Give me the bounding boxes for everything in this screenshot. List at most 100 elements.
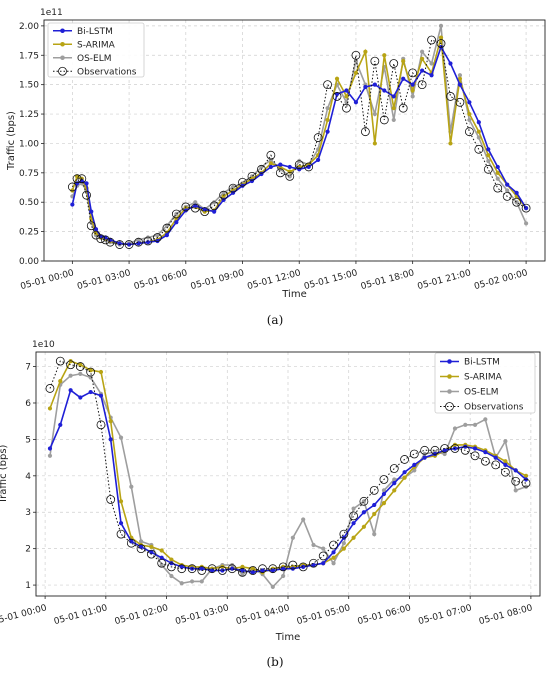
data-point: [483, 450, 488, 455]
data-point: [448, 61, 453, 66]
data-point: [78, 395, 83, 400]
data-point: [491, 460, 501, 470]
data-point: [467, 100, 472, 105]
data-point: [167, 562, 176, 572]
data-point: [472, 422, 478, 427]
data-point: [183, 208, 188, 213]
data-point: [270, 584, 275, 589]
data-point: [467, 111, 472, 117]
chart-panel-a: 0.00 0.25 0.50 0.75 1.00 1.25 1.50 1.75 2.00 05-0…: [6, 8, 546, 300]
data-point: [212, 200, 217, 205]
data-point: [410, 88, 415, 93]
data-point: [281, 566, 286, 571]
data-point: [258, 564, 267, 574]
data-point: [77, 174, 87, 184]
data-point: [505, 182, 510, 187]
data-point: [460, 445, 470, 455]
data-point: [476, 120, 481, 125]
data-point: [238, 567, 247, 577]
data-point: [438, 23, 444, 28]
data-point: [275, 168, 285, 178]
x-tick-label: 05-01 09:00: [190, 268, 246, 292]
data-point: [259, 164, 264, 170]
data-point: [503, 459, 508, 464]
data-point: [197, 566, 207, 575]
y-tick-label: 1.25: [19, 110, 39, 120]
data-point: [311, 542, 316, 548]
data-point: [438, 44, 444, 50]
data-point: [230, 184, 236, 190]
x-tick-label: 05-01 06:00: [133, 268, 189, 292]
data-point: [108, 419, 113, 424]
data-point: [398, 103, 408, 113]
data-point: [240, 572, 245, 577]
data-point: [401, 76, 406, 81]
legend-swatch-marker: [445, 402, 454, 411]
data-point: [169, 557, 174, 562]
legend-box: [434, 352, 536, 414]
data-point: [278, 162, 283, 167]
data-point: [209, 201, 219, 211]
data-point: [452, 426, 458, 431]
data-point: [409, 449, 419, 459]
x-tick-label: 05-01 15:00: [303, 268, 359, 292]
data-point: [503, 439, 508, 444]
x-tick-label: 05-01 06:00: [357, 603, 413, 627]
data-point: [193, 200, 198, 205]
grid: [44, 20, 545, 262]
series-line: [71, 39, 527, 245]
data-point: [420, 56, 425, 61]
legend-swatch-marker: [447, 389, 452, 394]
data-point: [331, 555, 336, 560]
data-point: [344, 88, 349, 93]
data-point: [503, 462, 508, 467]
data-point: [143, 236, 153, 246]
data-point: [381, 491, 387, 497]
data-point: [298, 562, 308, 572]
x-tick-label: 05-02 00:00: [473, 268, 529, 292]
data-point: [363, 49, 368, 54]
data-point: [169, 573, 174, 579]
data-point: [67, 182, 77, 192]
data-point: [392, 477, 397, 482]
data-point: [523, 473, 529, 478]
data-point: [240, 568, 245, 573]
x-tick-label: 05-01 00:00: [19, 268, 75, 292]
data-point: [126, 242, 132, 247]
data-point: [266, 150, 276, 160]
y-tick-label: 0.50: [19, 198, 39, 208]
data-point: [164, 223, 169, 228]
data-point: [88, 375, 93, 380]
data-point: [334, 91, 340, 97]
y-tick-label: 0.25: [19, 228, 39, 238]
data-point: [495, 176, 500, 181]
data-point: [523, 221, 529, 226]
data-point: [190, 203, 200, 213]
data-point: [321, 546, 326, 551]
data-point: [372, 111, 377, 117]
data-point: [412, 468, 417, 473]
data-point: [325, 117, 330, 123]
y-tick-label: 1.00: [19, 139, 39, 149]
data-point: [221, 194, 226, 199]
data-point: [68, 373, 73, 378]
data-point: [344, 94, 349, 99]
y-offset-label: 1e10: [32, 340, 55, 350]
data-point: [389, 464, 399, 473]
data-point: [221, 190, 226, 195]
data-point: [420, 49, 425, 54]
legend: Bi-LSTM S-ARIMA OS-ELM Observations: [47, 22, 145, 78]
legend-label: OS-ELM: [464, 388, 499, 398]
data-point: [162, 223, 172, 233]
data-point: [513, 468, 518, 473]
data-point: [259, 171, 264, 177]
y-tick-label: 2.00: [19, 22, 39, 32]
data-point: [463, 422, 468, 427]
data-point: [361, 524, 367, 529]
data-point: [297, 167, 302, 172]
data-point: [187, 564, 197, 574]
y-axis-label: Traffic (bps): [0, 444, 9, 504]
data-point: [202, 207, 207, 212]
data-point: [353, 100, 359, 105]
data-point: [136, 237, 141, 242]
